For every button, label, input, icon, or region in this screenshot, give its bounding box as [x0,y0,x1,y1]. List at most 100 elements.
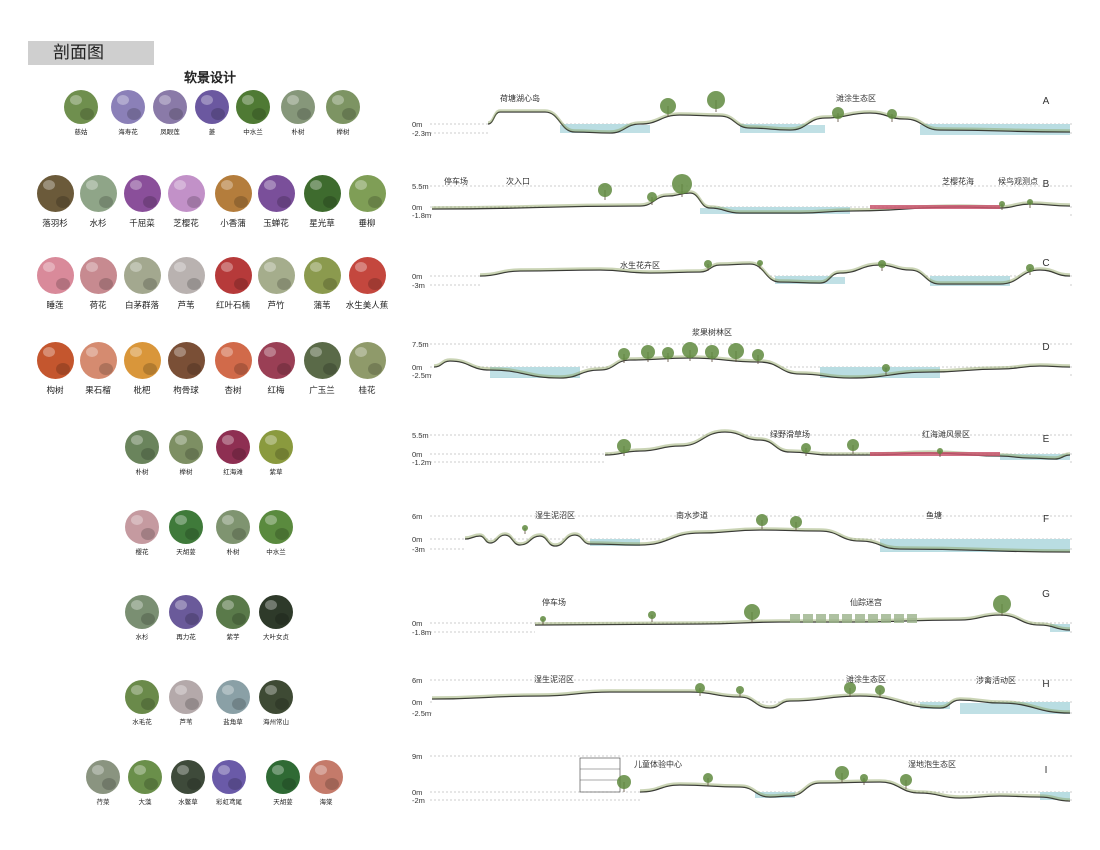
plant-swatch: 落羽杉 [30,175,80,228]
plant-name: 慈姑 [74,129,88,136]
plant-swatch: 果石榴 [73,342,123,395]
plant-swatch: 白茅群落 [117,257,167,310]
plant-photo-icon [36,257,74,294]
terrain-fill [640,782,1070,802]
elevation-label: 6m [412,512,422,521]
tree-canopy [790,516,802,528]
plant-photo-icon [259,595,293,629]
plant-swatch: 广玉兰 [297,342,347,395]
tree-canopy [522,525,528,531]
planting-band [487,109,1071,133]
building-outline [579,757,621,793]
plant-photo-icon [259,430,293,464]
plant-photo-icon [326,90,360,124]
plant-swatch: 枇杷 [117,342,167,395]
flower-bed [870,452,1000,456]
plant-photo-icon [36,342,74,379]
plant-swatch: 水生美人蕉 [342,257,392,310]
section-i: 0m-2m 9m 儿童体验中心 湿地泡生态区 I [412,752,1072,805]
tree-canopy [662,347,674,359]
water-surface [560,125,650,133]
plant-name: 水毛花 [132,719,152,726]
plant-swatch: 构树 [30,342,80,395]
plant-swatch: 中水兰 [251,510,301,557]
plant-name: 朴树 [291,129,305,136]
tree-canopy [887,109,897,119]
elevation-label: 0m [412,272,422,281]
plant-photo-icon [195,90,229,124]
elevation-label: 0m [412,363,422,372]
terrain-profile [487,111,1071,134]
zone-label: 绿野滑草场 [770,429,810,439]
elevation-label: -2.5m [412,371,431,380]
zone-label: 红海滩风景区 [922,429,970,439]
plant-name: 盐角草 [223,719,243,726]
terrain-fill [535,615,1070,634]
tree-canopy [844,682,856,694]
section-h: 0m -2.5m 6m 湿生泥沼区 滩涂生态区 涉禽活动区 H [412,674,1072,718]
plant-name: 构树 [46,385,64,395]
plant-name: 蒲苇 [313,300,331,310]
plant-name: 星光草 [309,218,335,228]
plant-photo-icon [216,430,250,464]
plant-name: 水杉 [135,634,149,641]
plant-name: 朴树 [226,549,240,556]
water-surface [960,703,1070,714]
plant-photo-icon [214,342,252,379]
section-letter: F [1043,514,1049,525]
terrain-fill [432,692,1070,715]
plant-swatch: 枸骨球 [161,342,211,395]
plant-photo-icon [125,680,159,714]
plant-swatch: 凤眼莲 [145,90,195,137]
plant-name: 中水兰 [266,549,286,556]
water-surface [1040,793,1070,800]
plant-photo-icon [123,175,161,212]
water-surface [920,125,1070,135]
plant-name: 枸骨球 [173,385,199,395]
tree-canopy [847,439,859,451]
plant-photo-icon [214,257,252,294]
plant-name: 水生美人蕉 [345,300,389,310]
tree-canopy [598,183,612,197]
elevation-label: 5.5m [412,431,429,440]
elevation-label: 5.5m [412,182,429,191]
section-e: 0m-1.2m 5.5m 绿野滑草场 红海滩风景区 E [412,429,1072,467]
hedge-block [842,614,852,623]
plant-name: 荇菜 [96,799,110,806]
plant-name: 榉树 [179,469,193,476]
tree-canopy [736,686,744,694]
zone-label: 仙踪迷宫 [850,597,882,607]
elevation-label: -1.8m [412,211,431,220]
plant-photo-icon [128,760,162,794]
tree-canopy [757,260,763,266]
plant-name: 紫芋 [226,634,240,641]
section-b: 0m-1.8m 5.5m 停车场 次入口 芝樱花海 候鸟观测点 B [412,174,1072,220]
plant-name: 紫草 [269,469,283,476]
plant-name: 天胡荽 [273,799,293,806]
plant-swatch: 天胡荽 [258,760,308,807]
plant-name: 再力花 [176,634,196,641]
plant-name: 荷花 [89,300,107,310]
zone-label: 涉禽活动区 [976,675,1016,685]
tree-canopy [752,349,764,361]
tree-canopy [728,343,744,359]
planting-band [433,355,1071,378]
hedge-block [829,614,839,623]
plant-swatch: 菱 [187,90,237,137]
water-surface [930,277,1010,286]
tree-canopy [1026,264,1034,272]
elevation-label: 7.5m [412,340,429,349]
plant-name: 水鳖草 [178,799,198,806]
planting-band [431,689,1071,713]
zone-label: 湿生泥沼区 [534,674,574,684]
plant-name: 广玉兰 [309,385,335,395]
elevation-label: 0m [412,120,422,129]
elevation-label: -2.5m [412,709,431,718]
plant-swatch: 大叶女贞 [251,595,301,642]
tree-canopy [860,774,868,782]
tree-canopy [672,174,692,194]
elevation-label: -1.2m [412,458,431,467]
plant-name: 朴树 [135,469,149,476]
plant-swatch: 芝樱花 [161,175,211,228]
